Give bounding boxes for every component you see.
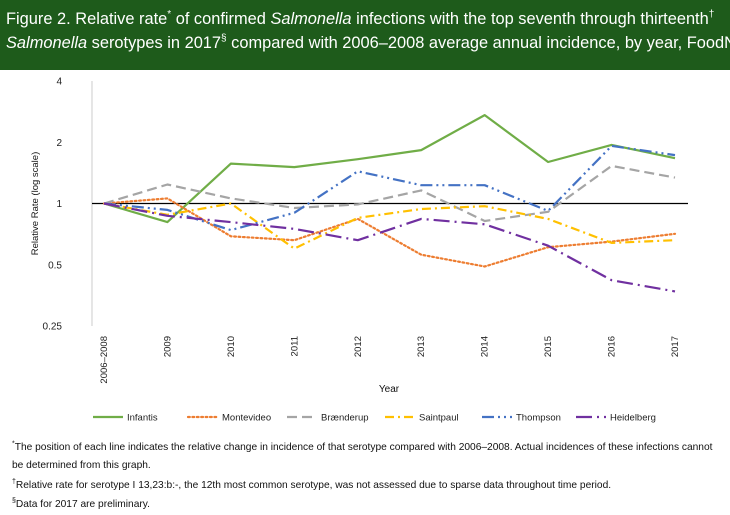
- series-line-thompson: [103, 144, 676, 232]
- figure-title-line-2: Salmonella serotypes in 2017§ compared w…: [6, 33, 730, 53]
- figure-title-line-1: Figure 2. Relative rate* of confirmed Sa…: [6, 9, 714, 29]
- legend-label: Brænderup: [321, 413, 369, 424]
- series-line-heidelberg: [103, 202, 676, 293]
- y-axis-label: Relative Rate (log scale): [30, 152, 41, 256]
- x-tick-label: 2009: [162, 336, 173, 357]
- y-tick-label: 2: [56, 138, 62, 149]
- footnote-text: Data for 2017 are preliminary.: [15, 499, 150, 510]
- series-line-brænderup: [103, 164, 676, 223]
- legend-label: Infantis: [127, 413, 158, 424]
- footnote-text: The position of each line indicates the …: [14, 442, 713, 453]
- title-footnote-marker: §: [221, 32, 227, 44]
- footnote-marker: §: [12, 497, 16, 505]
- title-text: infections with the top seventh through …: [351, 10, 709, 28]
- legend-label: Saintpaul: [419, 413, 459, 424]
- footnote-2: †Relative rate for serotype I 13,23:b:-,…: [12, 478, 612, 491]
- footnote-1: *The position of each line indicates the…: [12, 440, 713, 453]
- x-tick-label: 2017: [670, 336, 681, 357]
- legend-label: Montevideo: [222, 413, 271, 424]
- x-axis-label: Year: [379, 384, 400, 395]
- footnote-text: Relative rate for serotype I 13,23:b:-, …: [15, 480, 612, 491]
- series-line-saintpaul: [103, 202, 676, 250]
- y-tick-label: 0.5: [48, 260, 62, 271]
- title-italic-text: Salmonella: [6, 34, 88, 52]
- x-tick-label: 2011: [289, 336, 300, 356]
- y-tick-label: 0.25: [43, 322, 63, 333]
- series-line-montevideo: [102, 197, 677, 268]
- title-text: compared with 2006–2008 average annual i…: [226, 34, 730, 52]
- footnote-marker: †: [12, 478, 16, 486]
- x-tick-label: 2010: [226, 336, 237, 357]
- footnote-text: be determined from this graph.: [12, 460, 151, 471]
- series-line-infantis: [103, 113, 676, 224]
- title-text: serotypes in 2017: [87, 34, 222, 52]
- footnote-1-continued: be determined from this graph.: [12, 460, 151, 471]
- footnote-marker: *: [12, 440, 15, 448]
- title-italic-text: Salmonella: [270, 10, 352, 28]
- legend-label: Thompson: [516, 413, 561, 424]
- y-tick-label: 1: [56, 199, 62, 210]
- x-tick-label: 2016: [607, 336, 618, 357]
- footnote-3: §Data for 2017 are preliminary.: [12, 497, 150, 510]
- x-tick-label: 2012: [353, 336, 364, 357]
- x-tick-label: 2006–2008: [99, 336, 110, 384]
- figure-title-banner: Figure 2. Relative rate* of confirmed Sa…: [0, 0, 730, 70]
- title-footnote-marker: †: [708, 8, 715, 20]
- y-tick-label: 4: [56, 77, 62, 88]
- line-chart: 0.25 0.5 1 2 4 Relative Rate (log scale) 2006–…: [30, 77, 688, 424]
- x-tick-label: 2014: [480, 336, 491, 357]
- title-text: of confirmed: [171, 10, 271, 28]
- legend-label: Heidelberg: [610, 413, 656, 424]
- title-footnote-marker: *: [167, 8, 172, 20]
- x-tick-label: 2013: [416, 336, 427, 357]
- x-tick-label: 2015: [543, 336, 554, 357]
- title-text: Figure 2. Relative rate: [6, 10, 168, 28]
- chart-area: 0.25 0.5 1 2 4 Relative Rate (log scale) 2006–…: [0, 70, 730, 440]
